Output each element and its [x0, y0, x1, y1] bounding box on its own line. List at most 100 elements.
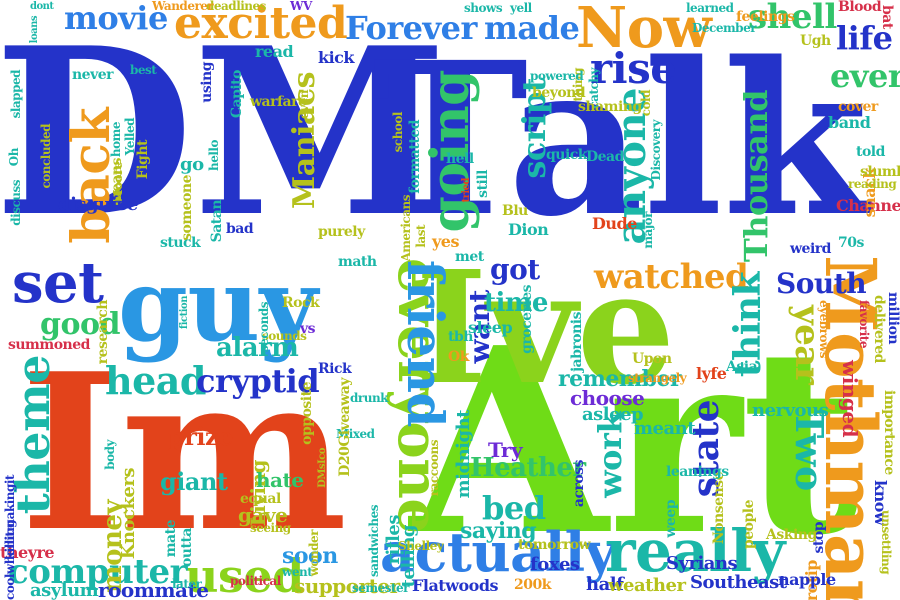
- word-theyre: theyre: [0, 543, 55, 562]
- word-last: last: [414, 225, 428, 248]
- word-concluded: concluded: [39, 124, 53, 189]
- word-mate: mate: [163, 520, 179, 558]
- word-bad: bad: [226, 221, 254, 237]
- word-school: school: [391, 112, 405, 153]
- word-hell: hell: [446, 151, 474, 167]
- word-time: time: [484, 288, 548, 318]
- word-art: Art: [410, 293, 859, 592]
- word-blu: Blu: [502, 203, 528, 219]
- word-supporter: supporter: [294, 574, 400, 598]
- word-excited: excited: [174, 0, 348, 49]
- word-political: political: [230, 574, 281, 588]
- word-yell: yell: [510, 1, 532, 15]
- word-satan: Satan: [209, 200, 225, 243]
- word-opposite: opposite: [299, 382, 315, 445]
- word-talk: Talk: [372, 16, 868, 263]
- word-actually: actually: [380, 520, 616, 584]
- word-yes: yes: [432, 232, 459, 251]
- word-heather: Heather: [470, 453, 586, 483]
- word-cryptid: cryptid: [196, 362, 320, 400]
- word-friend: friend: [396, 260, 455, 427]
- word-tbh: tbh: [448, 329, 473, 345]
- word-asleep: asleep: [582, 404, 644, 425]
- word-really: really: [605, 517, 785, 585]
- word-saying: saying: [460, 518, 537, 544]
- word-used: used: [185, 549, 304, 600]
- word-major: major: [641, 212, 655, 249]
- word-70s: 70s: [838, 235, 864, 251]
- word-soon: soon: [282, 543, 338, 569]
- word-slapped: slapped: [9, 70, 23, 119]
- word-discovery: Discovery: [649, 120, 663, 181]
- word-feelings: feelings: [736, 9, 795, 25]
- word-asking: Asking: [766, 527, 817, 543]
- word-learned: learned: [686, 1, 734, 15]
- word-ever: ever: [830, 57, 900, 95]
- word-oh: Oh: [7, 148, 21, 167]
- word-powered: powered: [530, 69, 584, 83]
- word-quick: quick: [546, 147, 588, 163]
- word-set: set: [12, 250, 104, 316]
- word-good: good: [40, 307, 120, 342]
- word-dont: dont: [30, 1, 54, 12]
- word-remember: remember: [558, 366, 682, 392]
- word-im: Im: [20, 326, 348, 579]
- word-drunk: drunk: [350, 391, 388, 405]
- word-southeast: Southeast: [690, 572, 787, 593]
- word-read: read: [255, 42, 294, 61]
- word-shaming: shaming: [578, 99, 642, 115]
- word-shows: shows: [464, 1, 503, 15]
- word-sandwiches: sandwiches: [367, 505, 381, 577]
- word-hate: hate: [256, 468, 304, 492]
- word-rise: rise: [590, 44, 677, 93]
- word-asylum: asylum: [30, 580, 99, 600]
- word-rick: Rick: [318, 361, 352, 377]
- word-dion: Dion: [508, 220, 549, 239]
- word-thousand: Thousand: [737, 90, 775, 263]
- word-americans: Americans: [399, 195, 413, 262]
- word-strangely: strangely: [628, 371, 687, 385]
- word-fiction: fiction: [179, 296, 190, 330]
- word-shell: shell: [748, 0, 837, 37]
- word-foxes: foxes: [530, 554, 580, 575]
- word-seeing: seeing: [250, 521, 291, 535]
- word-go: go: [180, 154, 204, 175]
- word-kick: kick: [318, 48, 355, 67]
- word-people: people: [741, 500, 757, 550]
- word-wanderer: Wanderer: [152, 0, 214, 13]
- word-summoned: summoned: [8, 337, 90, 353]
- word-guy: guy: [118, 246, 318, 364]
- word-stuck: stuck: [160, 235, 201, 251]
- word-went: went: [282, 565, 313, 579]
- word-meant: meant: [634, 418, 696, 439]
- word-napple: napple: [778, 570, 836, 589]
- word-cold: cold: [639, 90, 653, 117]
- word-equal: equal: [240, 491, 281, 507]
- word-ok: Ok: [448, 349, 469, 365]
- word-sounds: sounds: [262, 329, 307, 343]
- word-importance: importance: [881, 390, 897, 475]
- word-reading: reading: [848, 177, 897, 191]
- word-wonder: wonder: [307, 530, 321, 577]
- word-dead: Dead: [586, 149, 624, 165]
- word-forever: Forever: [345, 9, 477, 47]
- word-sleep: sleep: [468, 318, 513, 337]
- word-weather: weather: [608, 575, 686, 596]
- word-disguise: disguise: [58, 194, 138, 215]
- word-knockers: Knockers: [118, 468, 139, 560]
- word-dude: Dude: [592, 214, 637, 233]
- word-fight: Fight: [135, 140, 151, 180]
- word-shelley: Shelley: [398, 539, 444, 553]
- word-d20giveaway: D20Giveaway: [337, 378, 353, 477]
- word-dm: DM: [0, 0, 448, 268]
- word-200k: 200k: [514, 577, 551, 593]
- word-ive: Ive: [415, 236, 675, 419]
- word-giant: giant: [160, 467, 228, 496]
- word-choose: choose: [570, 386, 645, 410]
- word-watched: watched: [594, 257, 749, 297]
- word-capito: Capito: [229, 70, 245, 119]
- word-jabronis: jabronis: [569, 312, 585, 373]
- word-hello: hello: [207, 140, 221, 171]
- word-groceries: groceries: [519, 285, 535, 354]
- word-blood: Blood: [838, 0, 882, 15]
